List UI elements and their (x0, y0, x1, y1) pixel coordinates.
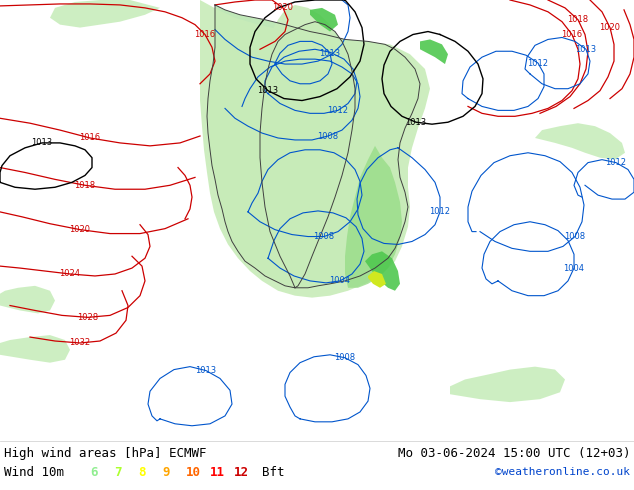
Text: 1004: 1004 (564, 264, 585, 272)
Polygon shape (260, 22, 355, 288)
Text: 1013: 1013 (576, 45, 597, 54)
Polygon shape (345, 146, 402, 288)
Text: High wind areas [hPa] ECMWF: High wind areas [hPa] ECMWF (4, 447, 207, 461)
Text: 1012: 1012 (527, 59, 548, 68)
Text: 10: 10 (186, 466, 201, 479)
Text: 8: 8 (138, 466, 145, 479)
Text: 11: 11 (210, 466, 225, 479)
Polygon shape (365, 251, 400, 291)
Text: 1013: 1013 (405, 118, 427, 127)
Polygon shape (310, 8, 338, 31)
Polygon shape (50, 0, 160, 27)
Text: 6: 6 (90, 466, 98, 479)
Text: 1016: 1016 (562, 30, 583, 39)
Text: 1012: 1012 (605, 158, 626, 167)
Text: 7: 7 (114, 466, 122, 479)
Polygon shape (0, 286, 55, 314)
Text: 1016: 1016 (79, 133, 101, 143)
Polygon shape (368, 271, 386, 288)
Text: 12: 12 (234, 466, 249, 479)
Polygon shape (207, 5, 420, 288)
Text: 1013: 1013 (195, 366, 217, 375)
Text: 1012: 1012 (328, 106, 349, 115)
Polygon shape (535, 123, 625, 160)
Text: 1028: 1028 (77, 313, 98, 322)
Text: 1018: 1018 (74, 181, 96, 190)
Text: Wind 10m: Wind 10m (4, 466, 64, 479)
Text: ©weatheronline.co.uk: ©weatheronline.co.uk (495, 467, 630, 477)
Polygon shape (0, 335, 70, 363)
Text: 1008: 1008 (318, 131, 339, 141)
Text: 1018: 1018 (567, 15, 588, 24)
Text: 1020: 1020 (70, 225, 91, 234)
Text: 1013: 1013 (32, 138, 53, 147)
Text: 1016: 1016 (195, 30, 216, 39)
Text: 1008: 1008 (564, 232, 586, 241)
Text: 1008: 1008 (313, 232, 335, 241)
Text: 1020: 1020 (600, 23, 621, 32)
Polygon shape (200, 0, 430, 297)
Text: Bft: Bft (262, 466, 285, 479)
Text: 1013: 1013 (320, 49, 340, 58)
Text: 1013: 1013 (257, 86, 278, 95)
Polygon shape (450, 367, 565, 402)
Polygon shape (420, 39, 448, 64)
Text: 9: 9 (162, 466, 169, 479)
Text: 1032: 1032 (70, 339, 91, 347)
Text: 1020: 1020 (273, 3, 294, 12)
Text: 1012: 1012 (429, 207, 451, 217)
Text: 1024: 1024 (60, 270, 81, 278)
Text: Mo 03-06-2024 15:00 UTC (12+03): Mo 03-06-2024 15:00 UTC (12+03) (398, 447, 630, 461)
Text: 1004: 1004 (330, 276, 351, 285)
Text: 1008: 1008 (335, 353, 356, 362)
Polygon shape (260, 5, 344, 288)
